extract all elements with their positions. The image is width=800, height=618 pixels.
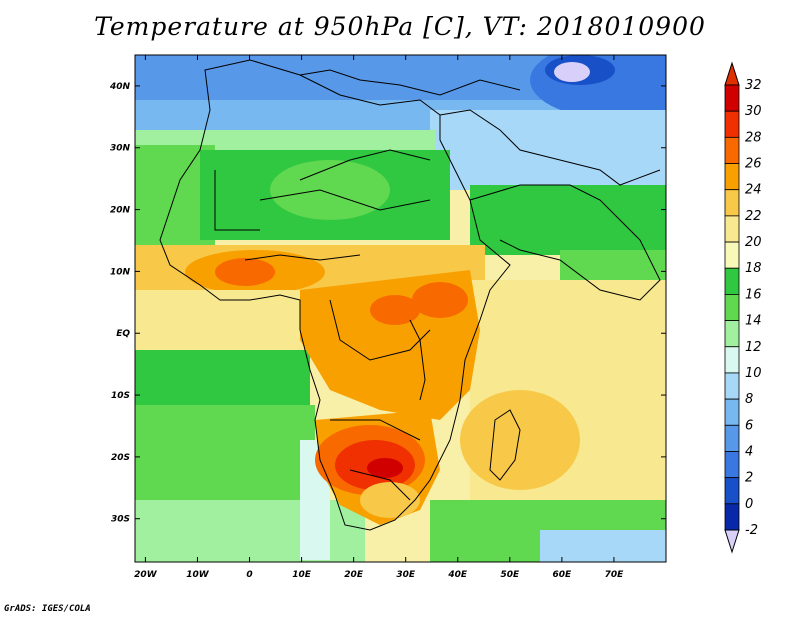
colorbar-swatch bbox=[724, 215, 740, 243]
colorbar-label: 16 bbox=[745, 287, 762, 302]
grads-credit: GrADS: IGES/COLA bbox=[4, 604, 91, 614]
colorbar-label: 20 bbox=[745, 235, 762, 250]
lon-tick-label: 10E bbox=[292, 570, 312, 580]
lat-tick-label: 10N bbox=[110, 267, 131, 277]
colorbar-label: 8 bbox=[745, 392, 753, 407]
lon-tick-label: 10W bbox=[186, 570, 210, 580]
colorbar-label: 12 bbox=[745, 340, 762, 355]
lat-tick-label: 40N bbox=[109, 82, 131, 92]
colorbar-swatch bbox=[724, 451, 740, 479]
colorbar-swatch bbox=[724, 477, 740, 505]
lon-tick-label: 60E bbox=[553, 570, 573, 580]
colorbar-swatch bbox=[724, 136, 740, 164]
lat-tick-label: 10S bbox=[111, 391, 130, 401]
colorbar-swatch bbox=[724, 503, 740, 531]
colorbar-swatch bbox=[724, 398, 740, 426]
longitude-ticks: 20W 10W 0 10E 20E 30E 40E 50E 60E 70E bbox=[134, 55, 624, 580]
colorbar-swatch bbox=[724, 294, 740, 321]
lat-tick-label: 20S bbox=[111, 453, 130, 463]
colorbar-label: -2 bbox=[745, 523, 758, 538]
colorbar-label: 22 bbox=[745, 209, 762, 224]
colorbar-label: 32 bbox=[745, 78, 762, 93]
lat-tick-label: EQ bbox=[116, 329, 130, 339]
lat-tick-label: 30N bbox=[110, 144, 131, 154]
lon-tick-label: 30E bbox=[396, 570, 416, 580]
colorbar-bottom-arrow bbox=[724, 529, 740, 554]
lon-tick-label: 20E bbox=[344, 570, 364, 580]
latitude-ticks: 40N 30N 20N 10N EQ 10S 20S 30S bbox=[109, 82, 666, 525]
colorbar-label: 2 bbox=[745, 471, 753, 486]
coastlines bbox=[159, 59, 661, 531]
colorbar-label: 4 bbox=[745, 444, 753, 459]
colorbar-swatch bbox=[724, 424, 740, 452]
colorbar-swatch bbox=[724, 320, 740, 348]
chart-title: Temperature at 950hPa [C], VT: 201801090… bbox=[94, 12, 706, 41]
lat-tick-label: 20N bbox=[110, 206, 131, 216]
colorbar-label: 0 bbox=[745, 497, 753, 512]
colorbar-swatch bbox=[724, 163, 740, 191]
colorbar-label: 28 bbox=[745, 130, 762, 145]
lon-tick-label: 40E bbox=[447, 570, 468, 580]
colorbar-label: 18 bbox=[745, 261, 762, 276]
colorbar-label: 6 bbox=[745, 418, 753, 433]
colorbar-swatch bbox=[724, 267, 740, 295]
colorbar-top-arrow bbox=[724, 61, 740, 86]
colorbar-swatch bbox=[724, 110, 740, 138]
temperature-field bbox=[135, 55, 666, 562]
lat-tick-label: 30S bbox=[111, 515, 130, 525]
colorbar-swatch bbox=[724, 84, 740, 112]
colorbar-label: 26 bbox=[745, 157, 762, 172]
colorbar-swatch bbox=[724, 372, 740, 400]
lon-tick-label: 0 bbox=[246, 570, 252, 580]
colorbar-label: 24 bbox=[745, 183, 762, 198]
colorbar-label: 30 bbox=[745, 104, 762, 119]
colorbar-label: 14 bbox=[745, 314, 762, 329]
colorbar-swatch bbox=[724, 241, 740, 269]
colorbar-label: 10 bbox=[745, 366, 762, 381]
lon-tick-label: 70E bbox=[605, 570, 625, 580]
lon-tick-label: 20W bbox=[134, 570, 158, 580]
plot-frame bbox=[134, 54, 667, 563]
colorbar-swatch bbox=[724, 189, 740, 217]
colorbar-swatch bbox=[724, 346, 740, 374]
lon-tick-label: 50E bbox=[500, 570, 520, 580]
